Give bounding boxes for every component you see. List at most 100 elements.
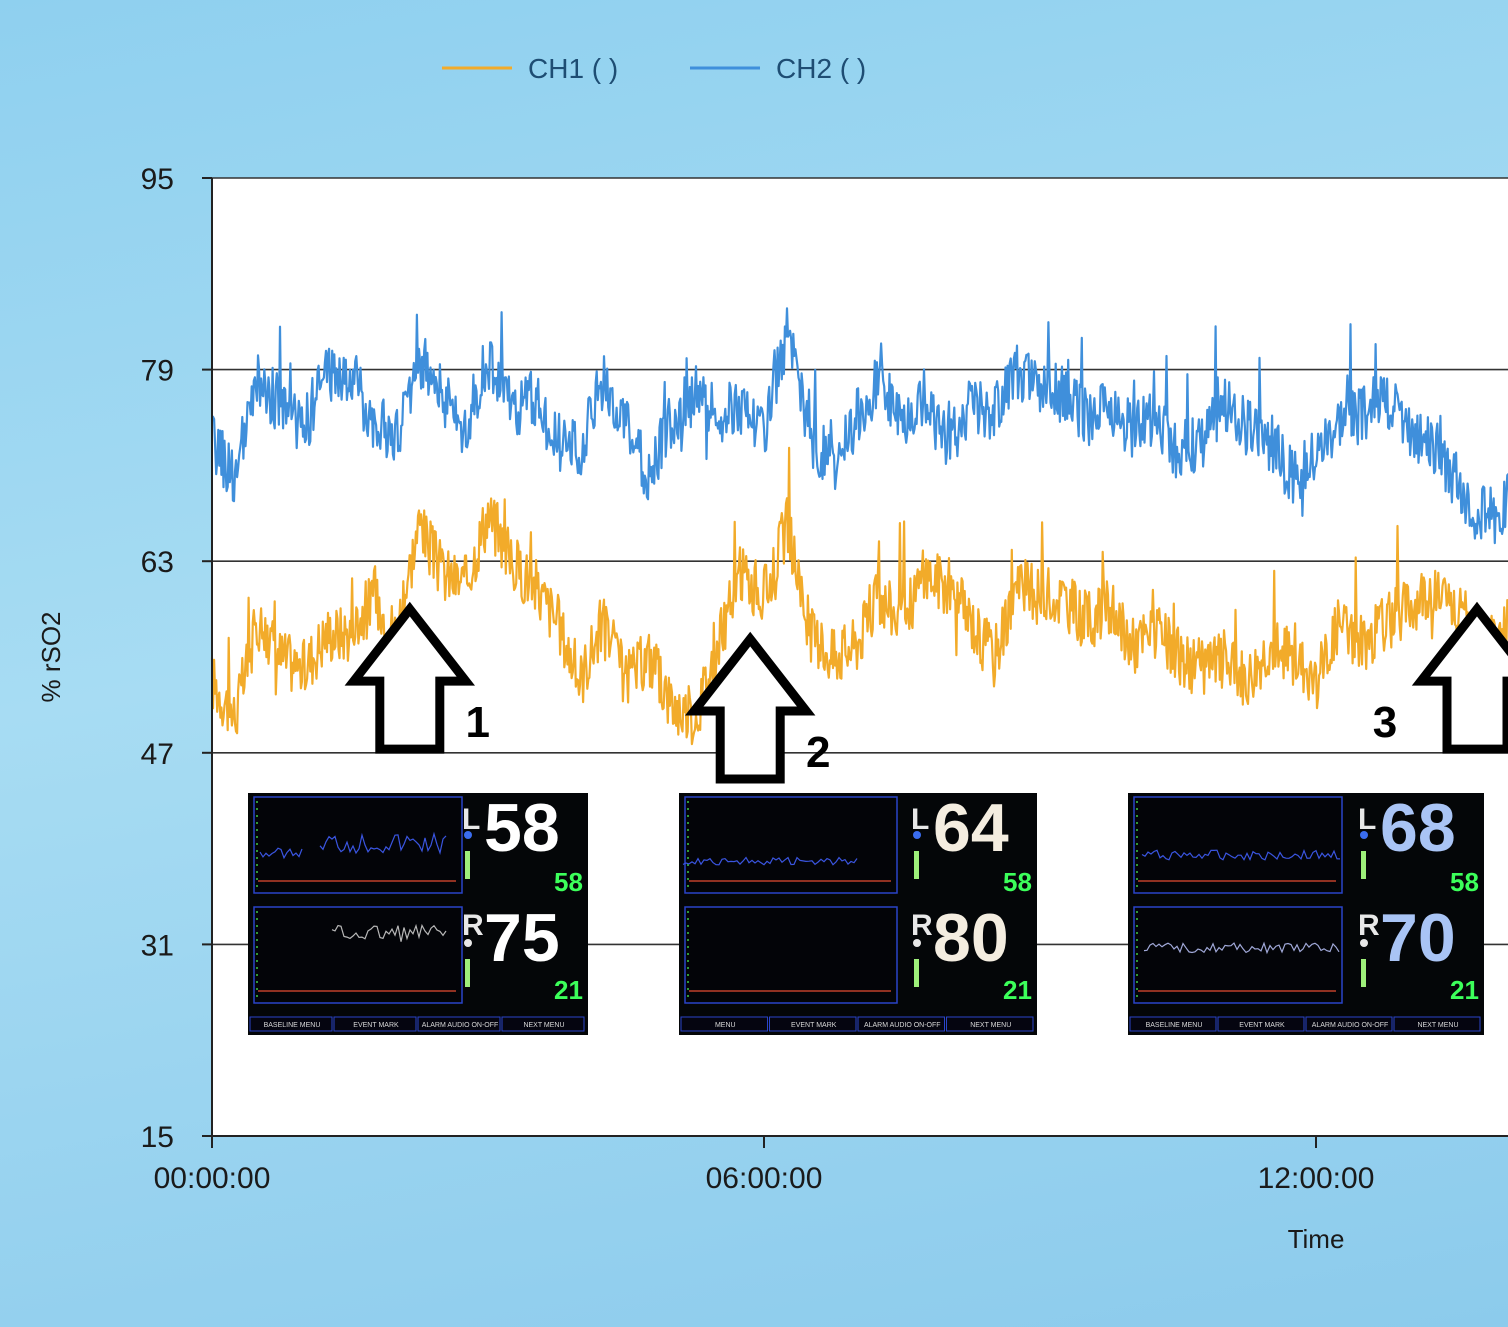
annotation-arrow-1: 1 [344, 601, 490, 754]
x-tick-label: 06:00:00 [706, 1162, 823, 1195]
monitor-softkey [857, 1016, 945, 1032]
series-line-2 [210, 307, 1508, 545]
monitor-softkey-label: EVENT MARK [1239, 1022, 1285, 1029]
channel-l-bar [1361, 851, 1366, 879]
monitor-softkey [1393, 1016, 1481, 1032]
arrow-shape [344, 601, 476, 754]
channel-r-bar [914, 959, 919, 987]
right-rso2-value: 80 [933, 900, 1009, 976]
monitor-softkey [946, 1016, 1034, 1032]
right-trend-pane [1133, 906, 1343, 1004]
monitor-softkey-label: NEXT MENU [970, 1022, 1011, 1029]
right-trace [1143, 941, 1340, 955]
monitor-softkey [501, 1016, 585, 1032]
y-tick-label-79: 79 [141, 355, 174, 388]
axes [211, 178, 1508, 1137]
channel-l-dot [1360, 831, 1368, 839]
monitor-softkey [1305, 1016, 1393, 1032]
annotation-arrows: 1 2 3 [344, 601, 1508, 784]
left-trend-pane [684, 796, 898, 894]
x-tick-label: 12:00:00 [1258, 1162, 1375, 1195]
channel-l-label: L [462, 803, 480, 836]
monitor-softkey-label: ALARM AUDIO ON-OFF [1312, 1022, 1389, 1029]
monitor-softkey-label: ALARM AUDIO ON-OFF [864, 1022, 941, 1029]
legend-label-ch2: CH2 ( ) [776, 53, 866, 84]
monitor-softkey-label: NEXT MENU [523, 1022, 564, 1029]
left-rso2-value: 64 [933, 790, 1009, 866]
channel-l-label: L [1358, 803, 1376, 836]
y-tick-label-15: 15 [141, 1121, 174, 1154]
channel-l-bar [914, 851, 919, 879]
annotation-arrow-2: 2 [684, 631, 830, 784]
right-baseline-value: 21 [1450, 975, 1479, 1005]
y-tick-labels: 95 79 63 47 31 15 [141, 163, 212, 1154]
arrow-shape [1411, 601, 1508, 754]
legend-label-ch1: CH1 ( ) [528, 53, 618, 84]
monitor-softkey [333, 1016, 417, 1032]
monitor-softkey-label: NEXT MENU [1417, 1022, 1458, 1029]
left-trend-pane [253, 796, 463, 894]
left-baseline-value: 58 [554, 867, 583, 897]
right-baseline-value: 21 [1003, 975, 1032, 1005]
y-tick-label-31: 31 [141, 929, 174, 962]
left-trace [319, 831, 447, 855]
annotation-number-3: 3 [1373, 698, 1397, 747]
left-baseline-value: 58 [1003, 867, 1032, 897]
right-trace [331, 923, 447, 942]
series-line-1 [210, 446, 1508, 746]
left-trace [259, 847, 303, 860]
monitor-softkey-label: ALARM AUDIO ON-OFF [422, 1022, 499, 1029]
y-tick-label-47: 47 [141, 738, 174, 771]
right-trend-pane [253, 906, 463, 1004]
right-trend-pane [684, 906, 898, 1004]
left-baseline-value: 58 [1450, 867, 1479, 897]
monitor-softkey-label: BASELINE MENU [1146, 1022, 1203, 1029]
channel-r-dot [1360, 939, 1368, 947]
annotation-number-2: 2 [806, 728, 830, 777]
y-axis-title: % rSO2 [36, 611, 66, 702]
right-rso2-value: 75 [484, 900, 560, 976]
left-trace [682, 856, 858, 866]
channel-r-label: R [462, 909, 484, 942]
monitor-softkey [1129, 1016, 1217, 1032]
monitor-softkey [1217, 1016, 1305, 1032]
channel-r-dot [464, 939, 472, 947]
channel-r-bar [1361, 959, 1366, 987]
left-trace [1141, 849, 1341, 861]
monitor-softkey-label: EVENT MARK [791, 1022, 837, 1029]
channel-l-dot [913, 831, 921, 839]
monitor-softkey [417, 1016, 501, 1032]
channel-r-bar [465, 959, 470, 987]
monitor-softkey [769, 1016, 857, 1032]
legend: CH1 ( ) CH2 ( ) [442, 53, 866, 84]
left-rso2-value: 58 [484, 790, 560, 866]
annotation-arrow-3: 3 [1373, 601, 1508, 754]
monitor-softkey [680, 1016, 768, 1032]
x-tick-labels: 00:00:00 06:00:00 12:00:00 [154, 1136, 1375, 1195]
right-baseline-value: 21 [554, 975, 583, 1005]
monitor-softkey-label: EVENT MARK [353, 1022, 399, 1029]
monitor-softkey-label: MENU [715, 1022, 736, 1029]
monitor-softkey-label: BASELINE MENU [264, 1022, 321, 1029]
annotation-number-1: 1 [466, 698, 490, 747]
series-layer [210, 307, 1508, 746]
channel-l-dot [464, 831, 472, 839]
y-tick-label-95: 95 [141, 163, 174, 196]
left-trend-pane [1133, 796, 1343, 894]
channel-r-label: R [1358, 909, 1380, 942]
left-rso2-value: 68 [1380, 790, 1456, 866]
monitor-softkey [249, 1016, 333, 1032]
x-axis-title: Time [1288, 1224, 1345, 1254]
y-tick-label-63: 63 [141, 546, 174, 579]
channel-r-dot [913, 939, 921, 947]
right-rso2-value: 70 [1380, 900, 1456, 976]
channel-l-bar [465, 851, 470, 879]
channel-r-label: R [911, 909, 933, 942]
x-tick-label: 00:00:00 [154, 1162, 271, 1195]
